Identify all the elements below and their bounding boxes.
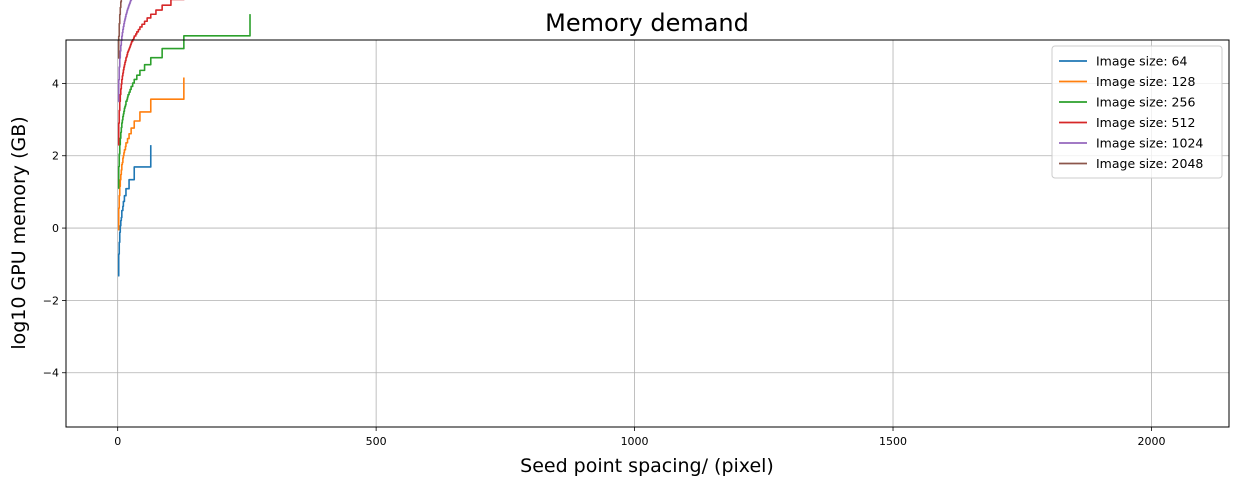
- legend-label: Image size: 512: [1096, 115, 1195, 130]
- series-line: [117, 14, 251, 190]
- x-axis-title: Seed point spacing/ (pixel): [520, 455, 774, 477]
- y-tick-label: 2: [52, 150, 59, 163]
- x-tick-label: 2000: [1137, 435, 1165, 448]
- plot-background: [66, 40, 1229, 427]
- x-ticks: 0 500 1000 1500 2000: [114, 427, 1165, 448]
- x-tick-label: 0: [114, 435, 121, 448]
- x-tick-label: 500: [366, 435, 387, 448]
- series-line: [117, 0, 185, 146]
- series-line: [117, 77, 185, 231]
- y-tick-label: 4: [52, 77, 59, 90]
- legend: Image size: 64 Image size: 128 Image size:…: [1051, 45, 1223, 179]
- series-lines: [117, 0, 251, 277]
- legend-label: Image size: 64: [1096, 54, 1187, 69]
- x-tick-label: 1000: [621, 435, 649, 448]
- chart-title: Memory demand: [545, 9, 749, 37]
- y-tick-label: −4: [43, 367, 59, 380]
- y-ticks: −4 −2 0 2 4: [43, 77, 66, 380]
- legend-label: Image size: 2048: [1096, 156, 1203, 171]
- legend-label: Image size: 256: [1096, 95, 1195, 110]
- y-axis-title: log10 GPU memory (GB): [8, 116, 30, 349]
- legend-label: Image size: 128: [1096, 74, 1195, 89]
- series-line: [117, 145, 152, 277]
- legend-frame: [1051, 45, 1223, 179]
- grid: [66, 40, 1229, 427]
- y-tick-label: −2: [43, 294, 59, 307]
- x-tick-label: 1500: [879, 435, 907, 448]
- legend-label: Image size: 1024: [1096, 136, 1203, 151]
- y-tick-label: 0: [52, 222, 59, 235]
- plot-frame: [65, 39, 1230, 428]
